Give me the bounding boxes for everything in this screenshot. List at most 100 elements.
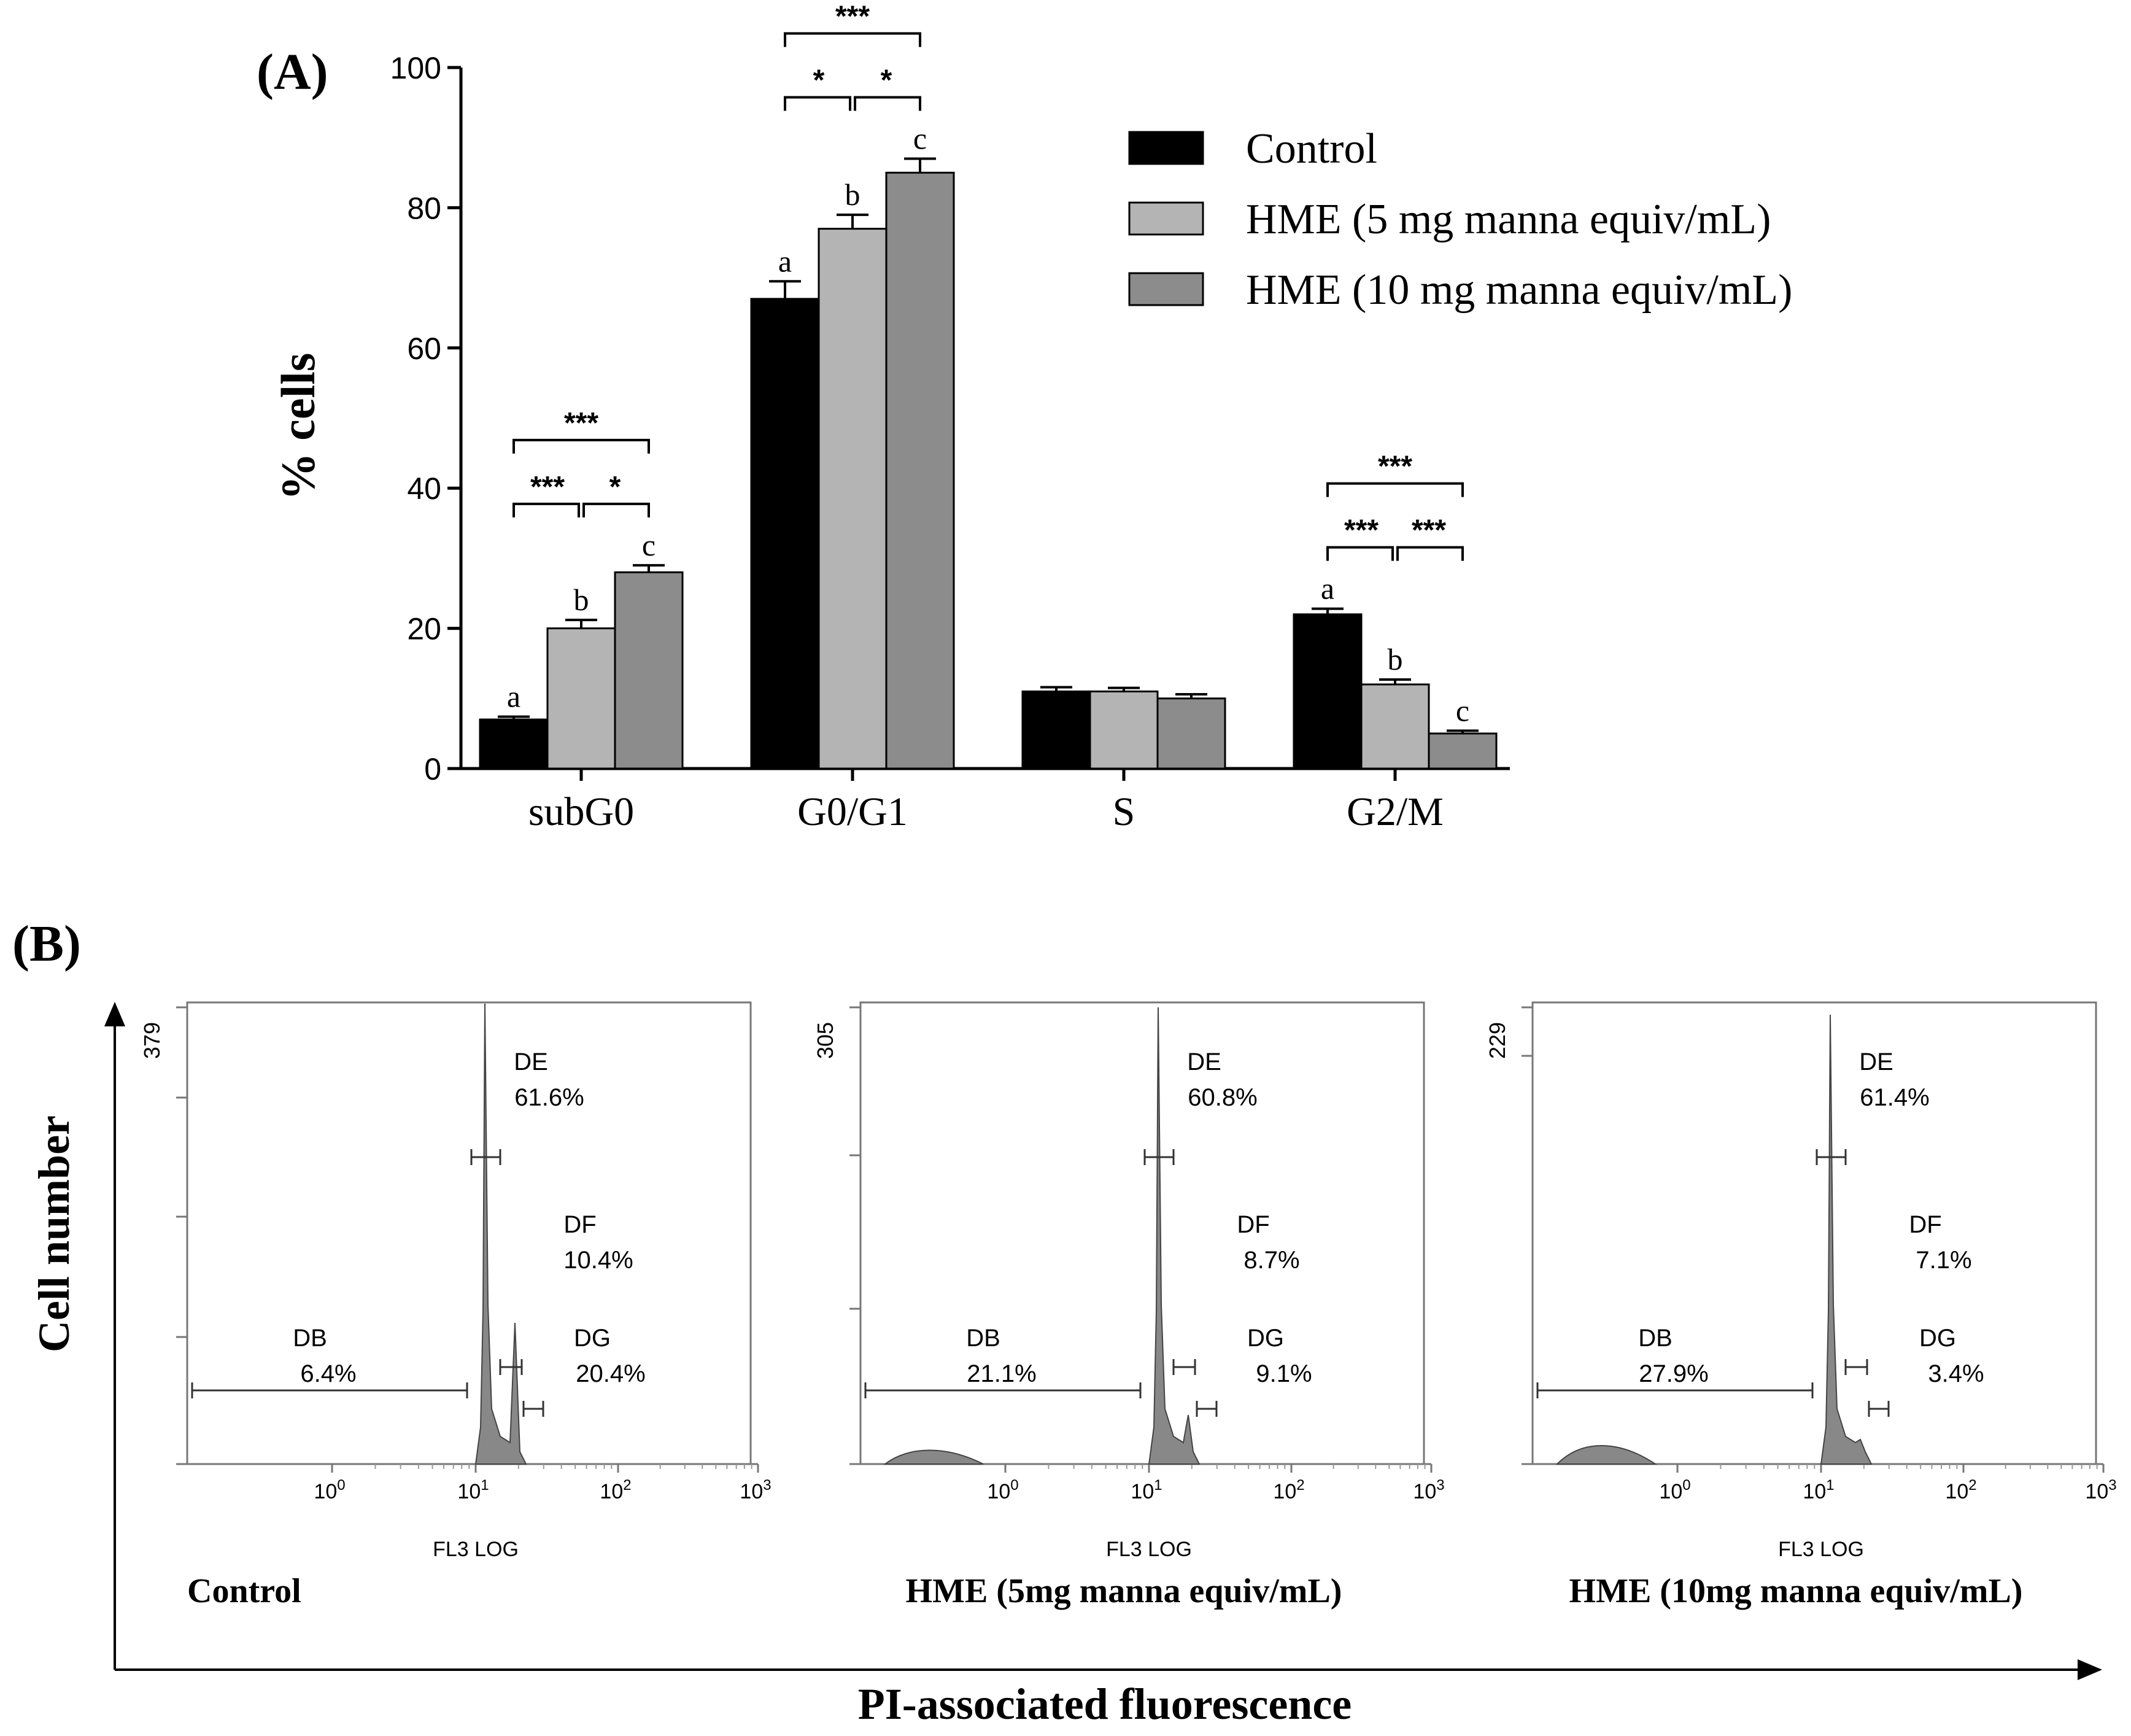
decade-tick-label: 103 (740, 1477, 771, 1503)
histogram-caption: Control (187, 1572, 301, 1610)
cell-number-axis-title: Cell number (29, 1115, 79, 1352)
fl3-log-label: FL3 LOG (1778, 1538, 1864, 1561)
decade-tick-label: 102 (600, 1477, 631, 1503)
legend-label: Control (1246, 125, 1377, 172)
decade-tick-label: 100 (314, 1477, 345, 1503)
gate-name: DF (1237, 1211, 1269, 1238)
significance-stars: *** (564, 407, 598, 440)
decade-tick-label: 101 (1131, 1477, 1162, 1503)
gate-name: DG (574, 1325, 611, 1352)
significance-stars: *** (530, 471, 565, 503)
histogram-shape (1555, 1014, 1873, 1465)
x-tick-label: G2/M (1347, 789, 1444, 834)
bar-subG0-series-0 (479, 718, 549, 770)
fl3-log-label: FL3 LOG (433, 1538, 519, 1561)
significance-bracket (784, 32, 921, 47)
significance-letter: c (1456, 693, 1469, 727)
bars (479, 171, 1498, 770)
gate-name: DE (1859, 1048, 1893, 1075)
bar-G2/M-series-0 (1293, 613, 1363, 770)
histogram-frame (1531, 1001, 2097, 1465)
significance-stars: *** (1378, 451, 1412, 483)
gate-percent: 9.1% (1256, 1360, 1312, 1387)
significance-bracket (582, 502, 650, 517)
significance-letter: a (1321, 572, 1334, 606)
significance-letter: a (507, 679, 520, 713)
outer-y-axis-arrowhead (104, 1002, 125, 1026)
significance-stars: *** (1344, 514, 1379, 547)
significance-stars: *** (1412, 514, 1446, 547)
y-ticks: 0 20 40 60 80 100 (390, 51, 461, 786)
decade-tick-label: 103 (2085, 1477, 2116, 1503)
significance-letter: c (913, 121, 927, 155)
significance-letter: a (778, 244, 792, 278)
fl3-log-label: FL3 LOG (1106, 1538, 1192, 1561)
bar-G2/M-series-2 (1428, 732, 1498, 770)
histogram-shape (474, 1003, 527, 1465)
decade-tick-label: 100 (1659, 1477, 1690, 1503)
decade-tick-label: 102 (1945, 1477, 1976, 1503)
gate-name: DF (563, 1211, 596, 1238)
gate-name: DF (1909, 1211, 1941, 1238)
gate-percent: 10.4% (563, 1247, 633, 1274)
bar-G0/G1-series-0 (750, 298, 820, 770)
decade-tick-label: 100 (987, 1477, 1018, 1503)
histogram-caption: HME (10mg manna equiv/mL) (1569, 1572, 2023, 1610)
significance-letter: b (574, 583, 589, 617)
gate-name: DE (514, 1048, 548, 1075)
y-tick-label: 100 (390, 51, 441, 85)
gate-percent: 3.4% (1928, 1360, 1984, 1387)
histogram-panels: 379 100 101 102 103 FL3 LOG Control DE 61.6% DF 10… (139, 1001, 2117, 1610)
y-tick-label: 80 (407, 191, 441, 225)
gate-percent: 60.8% (1188, 1084, 1257, 1111)
x-tick-label: subG0 (528, 789, 634, 834)
histogram-caption: HME (5mg manna equiv/mL) (906, 1572, 1342, 1610)
decade-tick-label: 102 (1273, 1477, 1304, 1503)
significance-bracket (1326, 546, 1394, 561)
pi-fluorescence-axis-title: PI-associated fluorescence (858, 1680, 1352, 1729)
significance-letters: a a a b b b c c c (507, 121, 1469, 727)
panel-a-label: (A) (257, 44, 328, 101)
y-max-label: 229 (1485, 1022, 1510, 1059)
histogram-shape (883, 1007, 1201, 1465)
gate-percent: 8.7% (1243, 1247, 1299, 1274)
bar-subG0-series-1 (546, 627, 616, 770)
significance-letter: c (642, 528, 656, 562)
significance-bracket (854, 96, 921, 111)
gate-percent: 61.6% (514, 1084, 584, 1111)
gate-percent: 20.4% (576, 1360, 645, 1387)
gate-percent: 7.1% (1916, 1247, 1971, 1274)
significance-bracket (784, 96, 851, 111)
significance-bracket (512, 438, 650, 454)
gate-percent: 27.9% (1639, 1360, 1708, 1387)
bar-G0/G1-series-1 (818, 228, 888, 770)
histogram-panel-2: 305 100 101 102 103 FL3 LOG HME (5mg manna equ… (813, 1001, 1445, 1610)
outer-x-axis-arrowhead (2078, 1659, 2102, 1680)
bar-S-series-2 (1156, 697, 1226, 770)
legend: Control HME (5 mg manna equiv/mL) HME (10 … (1128, 125, 1792, 314)
gate-percent: 61.4% (1860, 1084, 1929, 1111)
significance-bracket (1326, 482, 1464, 497)
panel-b-label: (B) (12, 915, 81, 972)
bar-S-series-1 (1089, 690, 1159, 770)
y-max-label: 379 (139, 1022, 164, 1059)
y-tick-label: 0 (424, 752, 441, 786)
gate-name: DE (1187, 1048, 1221, 1075)
legend-swatch (1128, 272, 1204, 306)
decade-tick-label: 103 (1413, 1477, 1444, 1503)
gate-name: DG (1919, 1325, 1956, 1352)
x-tick-labels: subG0 G0/G1 S G2/M (528, 769, 1444, 834)
legend-swatch (1128, 201, 1204, 236)
significance-bracket (1396, 546, 1464, 561)
y-axis-title: % cells (271, 353, 325, 500)
significance-stars: * (813, 64, 825, 96)
bar-G2/M-series-1 (1360, 683, 1430, 770)
gate-name: DG (1247, 1325, 1284, 1352)
decade-tick-label: 101 (457, 1477, 489, 1503)
significance-letter: b (845, 177, 861, 212)
gate-name: DB (966, 1325, 1000, 1352)
histogram-frame (859, 1001, 1425, 1465)
significance-bracket (512, 502, 580, 517)
